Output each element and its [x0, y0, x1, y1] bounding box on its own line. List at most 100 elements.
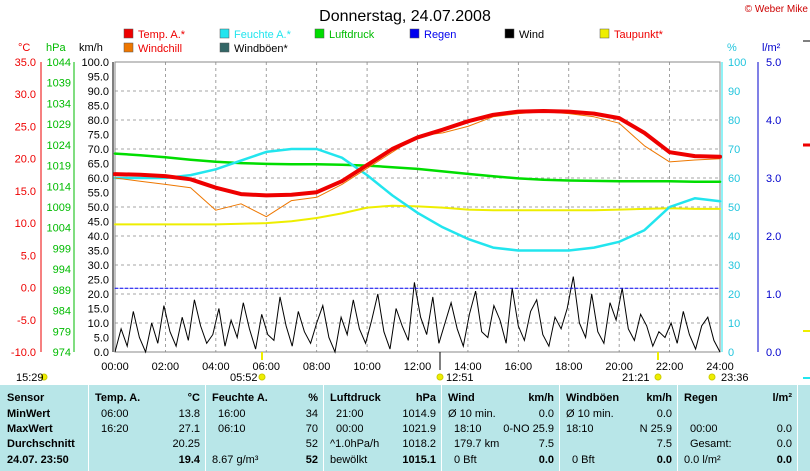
table-cell: 0.0 [656, 454, 672, 466]
table-cell: 1018.2 [402, 438, 436, 450]
pressure-tick-label: 984 [53, 306, 71, 318]
wind-tick-label: 0.0 [94, 347, 109, 359]
wind-tick-label: 35.0 [88, 246, 109, 258]
table-cell: 0.0 [776, 454, 792, 466]
table-cell: 19.4 [178, 454, 200, 466]
table-cell: 0.0 [776, 423, 792, 435]
table-cell: bewölkt [330, 454, 368, 466]
legend-swatch [219, 28, 230, 39]
table-cell: 1014.9 [402, 408, 436, 420]
humidity-tick-label: 20 [728, 289, 740, 301]
humidity-tick-label: 90 [728, 86, 740, 98]
legend-swatch [314, 28, 325, 39]
legend-swatch [599, 28, 610, 39]
table-unit: hPa [415, 392, 436, 404]
rain-tick-label: 5.0 [766, 57, 781, 69]
table-col-spacer [797, 385, 810, 471]
humidity-tick-label: 50 [728, 202, 740, 214]
table-cell: 06:00 [101, 408, 129, 420]
table-unit: l/m² [772, 392, 792, 404]
rain-tick-label: 3.0 [766, 173, 781, 185]
sun-event-label: 12:51 [446, 372, 474, 384]
wind-tick-label: 10.0 [88, 318, 109, 330]
legend: Temp. A.* Feuchte A.* Luftdruck Regen Wind Ta… [123, 28, 664, 55]
sun-marker [708, 373, 716, 381]
sun-marker [40, 373, 48, 381]
sun-marker [258, 373, 266, 381]
wind-tick-label: 85.0 [88, 101, 109, 113]
table-cell: 18:10 [454, 423, 482, 435]
series-line-feuchte-a [113, 147, 722, 252]
table-header: Wind [448, 392, 475, 404]
wind-tick-label: 20.0 [88, 289, 109, 301]
pressure-tick-label: 1019 [47, 161, 71, 173]
pressure-tick-label: 1024 [47, 140, 71, 152]
legend-label: Windböen* [234, 43, 289, 55]
table-col-temp: Temp. A. °C 06:00 13.8 16:20 27.1 20.25 … [88, 385, 206, 471]
pressure-tick-label: 1044 [47, 57, 71, 69]
table-cell: 0 Bft [454, 454, 477, 466]
table-cell: 27.1 [178, 423, 200, 435]
table-col-rain: Regen l/m² 00:00 0.0 Gesamt: 0.0 0.0 l/m… [677, 385, 798, 471]
humidity-tick-label: 0 [728, 347, 734, 359]
table-cell: 00:00 [336, 423, 364, 435]
humidity-tick-label: 70 [728, 144, 740, 156]
wind-tick-label: 50.0 [88, 202, 109, 214]
data-series [113, 109, 722, 354]
table-col-pressure: Luftdruck hPa 21:00 1014.9 00:00 1021.9 … [323, 385, 442, 471]
table-cell: 1015.1 [402, 454, 436, 466]
wind-tick-label: 25.0 [88, 275, 109, 287]
table-cell: 13.8 [178, 408, 200, 420]
table-col-sensor: Sensor MinWert MaxWert Durchschnitt 24.0… [0, 385, 88, 471]
pressure-tick-label: 1029 [47, 119, 71, 131]
table-cell: N 25.9 [639, 423, 672, 435]
legend-label: Luftdruck [329, 29, 375, 41]
time-tick-label: 00:00 [101, 361, 129, 373]
time-tick-label: 08:00 [303, 361, 331, 373]
pressure-unit-label: hPa [46, 42, 66, 54]
sun-events: 15:29 05:52 12:51 21:21 23:36 [16, 352, 749, 384]
time-tick-label: 16:00 [505, 361, 533, 373]
table-cell: 1021.9 [402, 423, 436, 435]
humidity-unit-label: % [727, 42, 737, 54]
sun-marker [654, 373, 662, 381]
temp-tick-label: 25.0 [15, 121, 36, 133]
legend-swatch [219, 42, 230, 53]
wind-tick-label: 40.0 [88, 231, 109, 243]
wind-tick-label: 60.0 [88, 173, 109, 185]
sun-event-label: 05:52 [230, 372, 258, 384]
copyright-text: © Weber Mike [745, 4, 809, 15]
pressure-tick-label: 989 [53, 285, 71, 297]
wind-tick-label: 45.0 [88, 217, 109, 229]
table-cell: 16:20 [101, 423, 129, 435]
legend-label: Regen [424, 29, 456, 41]
table-unit: km/h [528, 392, 554, 404]
time-tick-label: 12:00 [404, 361, 432, 373]
table-unit: % [308, 392, 318, 404]
legend-label: Windchill [138, 43, 182, 55]
sun-event-label: 21:21 [622, 372, 650, 384]
temp-tick-label: -10.0 [11, 347, 36, 359]
table-cell: Ø 10 min. [566, 408, 614, 420]
temp-tick-label: 0.0 [21, 283, 36, 295]
table-cell: 8.67 g/m³ [212, 454, 259, 466]
chart-title: Donnerstag, 24.07.2008 [319, 8, 491, 25]
table-cell: 0-NO 25.9 [503, 423, 554, 435]
time-tick-label: 24:00 [706, 361, 734, 373]
pressure-tick-label: 1009 [47, 202, 71, 214]
table-row-label: Durchschnitt [7, 438, 75, 450]
sun-event-label: 23:36 [721, 372, 749, 384]
table-cell: 16:00 [218, 408, 246, 420]
table-col-humidity: Feuchte A. % 16:00 34 06:10 70 52 8.67 g… [205, 385, 324, 471]
time-tick-label: 18:00 [555, 361, 583, 373]
rain-tick-label: 2.0 [766, 231, 781, 243]
table-row-label: 24.07. 23:50 [7, 454, 69, 466]
sun-marker [436, 373, 444, 381]
series-line-taupunkt [114, 204, 721, 226]
series-line-temp-a [113, 109, 722, 198]
table-header: Regen [684, 392, 718, 404]
table-cell: Ø 10 min. [448, 408, 496, 420]
table-header: Feuchte A. [212, 392, 268, 404]
legend-swatch [123, 28, 134, 39]
table-cell: ^1.0hPa/h [330, 438, 380, 450]
